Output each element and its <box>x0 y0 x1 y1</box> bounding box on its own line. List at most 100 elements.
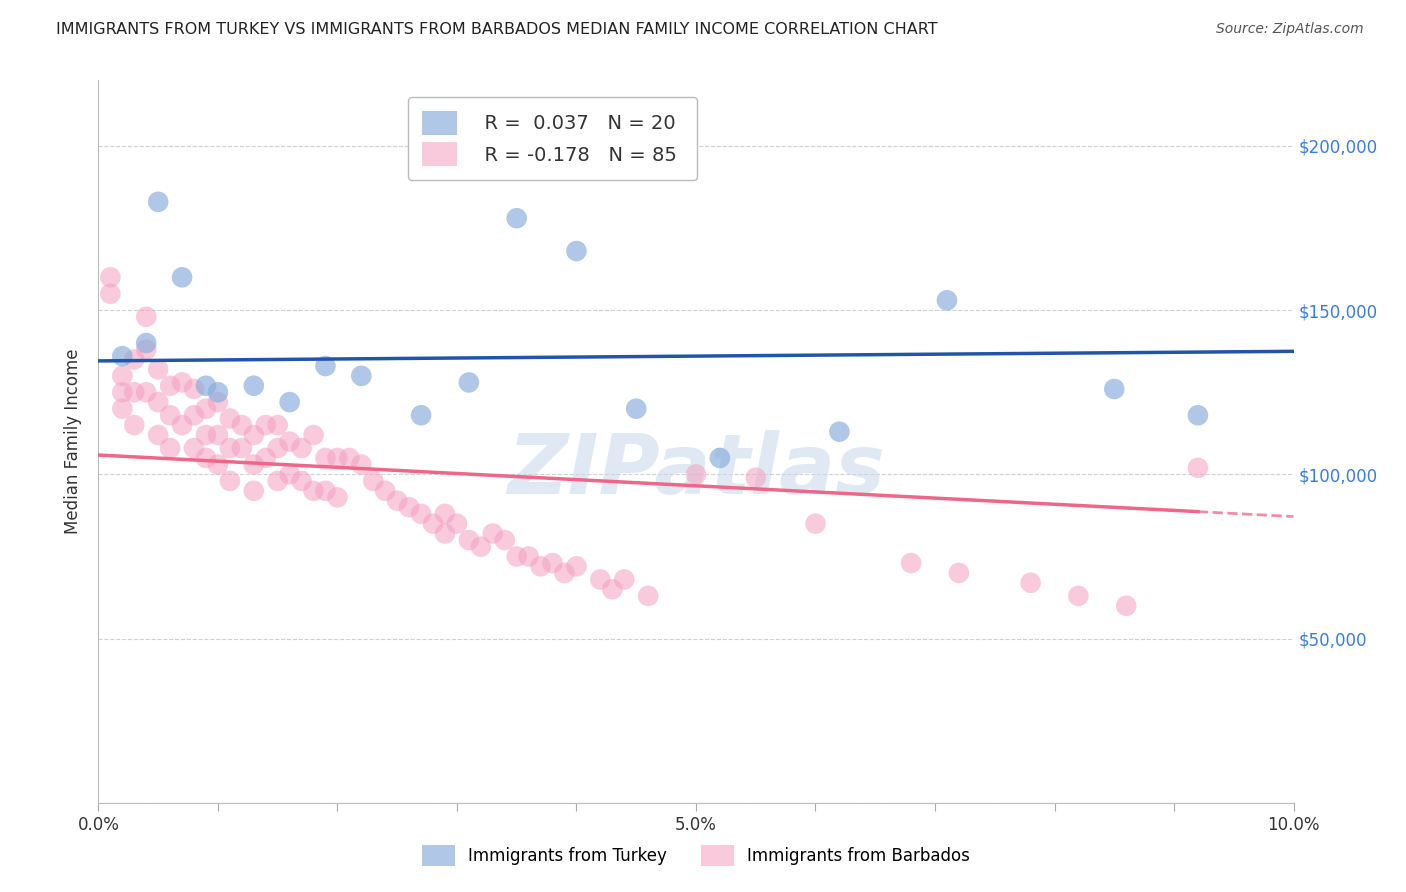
Point <box>936 293 959 308</box>
Point <box>219 411 242 425</box>
Point <box>326 491 349 505</box>
Point <box>207 395 229 409</box>
Point <box>148 428 170 442</box>
Point <box>195 401 218 416</box>
Point <box>124 418 146 433</box>
Point <box>111 385 134 400</box>
Point <box>195 428 218 442</box>
Point <box>434 526 457 541</box>
Point <box>267 441 290 455</box>
Point <box>1067 589 1090 603</box>
Point <box>530 559 553 574</box>
Point <box>554 566 576 580</box>
Point <box>350 458 373 472</box>
Point <box>231 441 253 455</box>
Point <box>446 516 468 531</box>
Point <box>195 450 218 465</box>
Point <box>685 467 707 482</box>
Point <box>745 471 768 485</box>
Point <box>302 428 325 442</box>
Point <box>339 450 361 465</box>
Point <box>422 516 444 531</box>
Point <box>135 310 157 324</box>
Point <box>411 409 433 423</box>
Point <box>135 343 157 357</box>
Point <box>148 194 170 209</box>
Point <box>207 458 229 472</box>
Point <box>159 409 181 423</box>
Point <box>482 526 505 541</box>
Point <box>1187 409 1209 423</box>
Point <box>231 418 253 433</box>
Point <box>541 556 564 570</box>
Point <box>172 418 194 433</box>
Point <box>1187 460 1209 475</box>
Point <box>148 395 170 409</box>
Point <box>243 428 266 442</box>
Text: IMMIGRANTS FROM TURKEY VS IMMIGRANTS FROM BARBADOS MEDIAN FAMILY INCOME CORRELAT: IMMIGRANTS FROM TURKEY VS IMMIGRANTS FRO… <box>56 22 938 37</box>
Point <box>613 573 636 587</box>
Point <box>602 582 624 597</box>
Point <box>315 483 337 498</box>
Point <box>517 549 540 564</box>
Point <box>589 573 612 587</box>
Point <box>1115 599 1137 613</box>
Point <box>506 211 529 226</box>
Point <box>350 368 373 383</box>
Point <box>709 450 731 465</box>
Y-axis label: Median Family Income: Median Family Income <box>65 349 83 534</box>
Point <box>172 270 194 285</box>
Point <box>183 382 205 396</box>
Point <box>172 376 194 390</box>
Point <box>626 401 648 416</box>
Point <box>458 376 481 390</box>
Text: Source: ZipAtlas.com: Source: ZipAtlas.com <box>1216 22 1364 37</box>
Point <box>804 516 827 531</box>
Point <box>326 450 349 465</box>
Point <box>900 556 922 570</box>
Point <box>183 441 205 455</box>
Point <box>243 458 266 472</box>
Point <box>278 467 301 482</box>
Point <box>254 450 277 465</box>
Point <box>183 409 205 423</box>
Point <box>374 483 396 498</box>
Point <box>135 385 157 400</box>
Point <box>278 434 301 449</box>
Point <box>302 483 325 498</box>
Point <box>385 493 409 508</box>
Point <box>111 368 134 383</box>
Point <box>267 418 290 433</box>
Point <box>363 474 385 488</box>
Point <box>219 474 242 488</box>
Point <box>291 474 314 488</box>
Point <box>1019 575 1042 590</box>
Point <box>219 441 242 455</box>
Point <box>411 507 433 521</box>
Point <box>135 336 157 351</box>
Point <box>506 549 529 564</box>
Point <box>637 589 659 603</box>
Point <box>470 540 492 554</box>
Point <box>565 559 588 574</box>
Point <box>278 395 301 409</box>
Point <box>243 378 266 392</box>
Point <box>111 401 134 416</box>
Point <box>98 286 122 301</box>
Point <box>98 270 122 285</box>
Text: ZIPatlas: ZIPatlas <box>508 430 884 511</box>
Point <box>315 450 337 465</box>
Point <box>494 533 516 547</box>
Point <box>291 441 314 455</box>
Point <box>207 385 229 400</box>
Point <box>124 352 146 367</box>
Point <box>828 425 851 439</box>
Point <box>1104 382 1126 396</box>
Point <box>207 428 229 442</box>
Point <box>159 378 181 392</box>
Point <box>398 500 420 515</box>
Point <box>111 349 134 363</box>
Point <box>195 378 218 392</box>
Point <box>159 441 181 455</box>
Point <box>948 566 970 580</box>
